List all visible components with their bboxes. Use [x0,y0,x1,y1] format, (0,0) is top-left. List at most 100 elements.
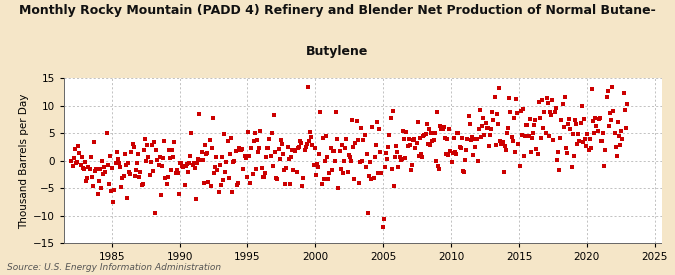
Point [346,158,356,163]
Point [155,155,165,160]
Point [294,145,304,149]
Point [468,152,479,157]
Point [244,153,254,158]
Point [578,116,589,121]
Point [207,116,218,120]
Point [85,155,96,159]
Point [348,145,358,149]
Point [95,167,105,172]
Point [157,164,167,168]
Point [185,154,196,158]
Point [134,175,144,180]
Point [274,157,285,161]
Point [173,192,184,197]
Point [247,172,258,176]
Point [210,164,221,169]
Point [273,147,284,152]
Point [122,196,132,200]
Point [143,155,154,159]
Point [487,110,497,114]
Point [453,130,464,135]
Point [128,144,139,149]
Point [563,122,574,127]
Point [109,188,120,192]
Point [117,175,128,180]
Point [180,164,191,168]
Point [574,139,585,144]
Point [464,122,475,126]
Point [460,158,470,162]
Point [193,156,204,161]
Point [315,110,326,114]
Point [479,133,490,137]
Point [585,145,596,150]
Point [217,178,228,182]
Point [419,133,430,137]
Point [95,185,106,190]
Point [170,171,181,176]
Point [565,126,576,131]
Point [296,141,306,145]
Point [100,169,111,174]
Point [371,119,382,124]
Point [528,131,539,135]
Point [543,101,554,105]
Point [177,164,188,168]
Point [306,134,317,139]
Point [548,138,559,143]
Point [107,166,117,170]
Point [491,112,502,116]
Point [350,141,361,145]
Point [592,128,603,133]
Point [178,165,189,169]
Point [151,148,162,152]
Point [481,125,492,130]
Point [471,137,482,141]
Point [263,146,274,150]
Point [515,109,526,114]
Point [564,116,574,121]
Point [463,114,474,118]
Point [614,133,624,138]
Point [354,180,364,185]
Point [394,155,405,160]
Point [145,160,156,164]
Point [424,127,435,131]
Point [163,148,174,153]
Point [238,167,249,172]
Point [556,118,567,122]
Point [115,164,126,169]
Point [615,143,626,148]
Point [595,139,606,143]
Point [373,171,383,175]
Point [510,149,520,154]
Point [204,138,215,142]
Point [169,140,180,144]
Point [150,211,161,216]
Point [361,152,372,156]
Point [257,174,268,179]
Point [270,150,281,155]
Point [493,122,504,126]
Point [333,185,344,190]
Point [543,134,554,138]
Point [547,98,558,102]
Point [426,131,437,135]
Point [322,155,333,159]
Point [308,162,319,167]
Point [550,105,561,110]
Point [250,167,261,171]
Point [601,95,612,99]
Point [525,150,536,154]
Point [483,126,493,130]
Point [399,137,410,141]
Point [130,174,140,178]
Point [408,138,418,142]
Point [272,177,283,182]
Point [508,116,519,120]
Point [428,137,439,142]
Point [186,130,197,135]
Point [242,175,252,180]
Point [144,173,155,177]
Point [389,155,400,159]
